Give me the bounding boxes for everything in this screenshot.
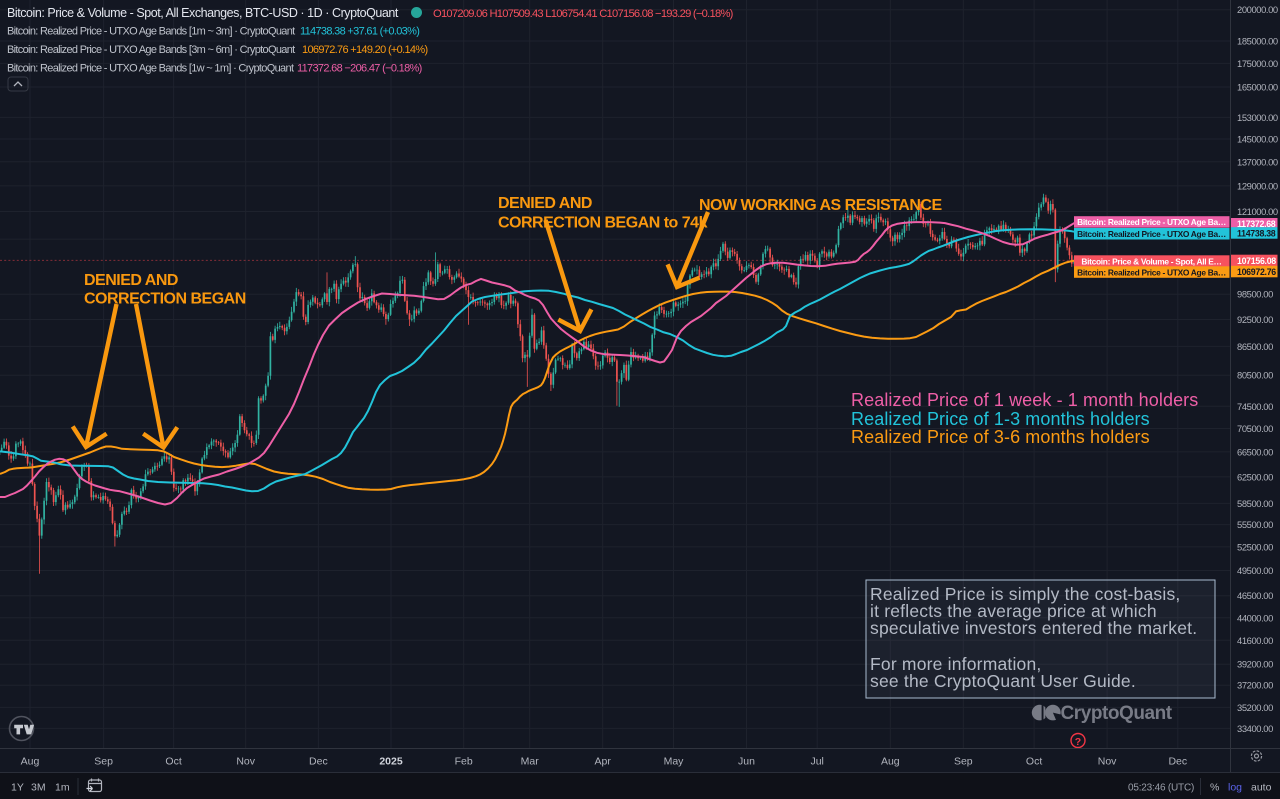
svg-text:Sep: Sep xyxy=(94,756,113,768)
svg-text:Oct: Oct xyxy=(1026,756,1042,768)
svg-text:CORRECTION BEGAN: CORRECTION BEGAN xyxy=(84,291,246,308)
svg-text:Bitcoin: Realized Price - UTXO: Bitcoin: Realized Price - UTXO Age Bands… xyxy=(7,63,294,75)
svg-text:Realized Price of 1-3 months h: Realized Price of 1-3 months holders xyxy=(851,409,1150,429)
svg-text:Realized Price of 1 week - 1 m: Realized Price of 1 week - 1 month holde… xyxy=(851,390,1198,410)
svg-text:3M: 3M xyxy=(31,782,46,794)
svg-text:Bitcoin: Price & Volume - Spot: Bitcoin: Price & Volume - Spot, All Exch… xyxy=(7,6,399,20)
svg-text:86500.00: 86500.00 xyxy=(1237,341,1273,352)
svg-text:137000.00: 137000.00 xyxy=(1237,156,1278,167)
svg-text:92500.00: 92500.00 xyxy=(1237,314,1273,325)
svg-text:58500.00: 58500.00 xyxy=(1237,498,1273,509)
svg-text:114738.38 +37.61 (+0.03%): 114738.38 +37.61 (+0.03%) xyxy=(300,26,419,38)
svg-text:153000.00: 153000.00 xyxy=(1237,112,1278,123)
svg-text:Feb: Feb xyxy=(455,756,473,768)
svg-text:129000.00: 129000.00 xyxy=(1237,180,1278,191)
svg-text:Dec: Dec xyxy=(309,756,328,768)
svg-text:70500.00: 70500.00 xyxy=(1237,423,1273,434)
svg-text:%: % xyxy=(1210,782,1219,794)
svg-text:114738.38: 114738.38 xyxy=(1237,228,1276,238)
svg-text:Bitcoin: Realized Price - UTXO: Bitcoin: Realized Price - UTXO Age Bands… xyxy=(7,44,295,56)
svg-text:Realized Price of 3-6 months h: Realized Price of 3-6 months holders xyxy=(851,427,1150,447)
svg-text:Bitcoin: Realized Price - UTXO: Bitcoin: Realized Price - UTXO Age Ba… xyxy=(1077,217,1226,227)
svg-text:see the CryptoQuant User Guide: see the CryptoQuant User Guide. xyxy=(870,671,1136,691)
svg-text:107156.08: 107156.08 xyxy=(1237,256,1276,266)
svg-text:CryptoQuant: CryptoQuant xyxy=(1061,703,1173,724)
svg-text:auto: auto xyxy=(1251,782,1272,794)
svg-text:80500.00: 80500.00 xyxy=(1237,370,1273,381)
svg-text:Nov: Nov xyxy=(236,756,255,768)
svg-text:Bitcoin: Realized Price - UTXO: Bitcoin: Realized Price - UTXO Age Ba… xyxy=(1077,267,1226,277)
svg-text:Nov: Nov xyxy=(1098,756,1117,768)
svg-text:49500.00: 49500.00 xyxy=(1237,565,1273,576)
svg-text:Oct: Oct xyxy=(165,756,181,768)
svg-text:117372.68 −206.47 (−0.18%): 117372.68 −206.47 (−0.18%) xyxy=(297,63,422,75)
svg-text:44000.00: 44000.00 xyxy=(1237,612,1273,623)
svg-text:NOW WORKING AS RESISTANCE: NOW WORKING AS RESISTANCE xyxy=(699,197,942,214)
svg-text:145000.00: 145000.00 xyxy=(1237,134,1278,145)
svg-text:May: May xyxy=(664,756,685,768)
svg-text:Bitcoin: Realized Price - UTXO: Bitcoin: Realized Price - UTXO Age Ba… xyxy=(1077,229,1226,239)
svg-text:Sep: Sep xyxy=(954,756,973,768)
svg-text:200000.00: 200000.00 xyxy=(1237,4,1278,15)
svg-text:165000.00: 165000.00 xyxy=(1237,82,1278,93)
svg-text:35200.00: 35200.00 xyxy=(1237,702,1273,713)
svg-text:1m: 1m xyxy=(55,782,70,794)
svg-text:33400.00: 33400.00 xyxy=(1237,723,1273,734)
svg-text:O107209.06 H107509.43 L106754.: O107209.06 H107509.43 L106754.41 C107156… xyxy=(433,8,734,20)
svg-text:55500.00: 55500.00 xyxy=(1237,519,1273,530)
svg-text:DENIED AND: DENIED AND xyxy=(84,272,178,289)
svg-text:41600.00: 41600.00 xyxy=(1237,635,1273,646)
svg-text:log: log xyxy=(1228,782,1242,794)
svg-text:52500.00: 52500.00 xyxy=(1237,541,1273,552)
svg-text:Dec: Dec xyxy=(1168,756,1187,768)
svg-text:it reflects the average price: it reflects the average price at which xyxy=(870,601,1157,621)
svg-text:39200.00: 39200.00 xyxy=(1237,659,1273,670)
svg-text:185000.00: 185000.00 xyxy=(1237,36,1278,47)
svg-text:175000.00: 175000.00 xyxy=(1237,58,1278,69)
svg-text:For more information,: For more information, xyxy=(870,654,1041,674)
svg-text:2025: 2025 xyxy=(379,756,403,768)
svg-text:CORRECTION BEGAN to 74k: CORRECTION BEGAN to 74k xyxy=(498,215,708,232)
svg-text:46500.00: 46500.00 xyxy=(1237,590,1273,601)
svg-text:05:23:46 (UTC): 05:23:46 (UTC) xyxy=(1128,783,1194,794)
svg-text:117372.68: 117372.68 xyxy=(1237,219,1276,229)
svg-text:Bitcoin: Price & Volume - Spot: Bitcoin: Price & Volume - Spot, All E… xyxy=(1081,256,1221,266)
svg-text:Bitcoin: Realized Price - UTXO: Bitcoin: Realized Price - UTXO Age Bands… xyxy=(7,26,295,38)
svg-text:1Y: 1Y xyxy=(11,782,24,794)
svg-text:speculative investors entered: speculative investors entered the market… xyxy=(870,618,1197,638)
svg-text:Jul: Jul xyxy=(810,756,823,768)
svg-text:Aug: Aug xyxy=(21,756,40,768)
svg-text:106972.76: 106972.76 xyxy=(1237,267,1276,277)
svg-text:106972.76 +149.20 (+0.14%): 106972.76 +149.20 (+0.14%) xyxy=(302,44,427,56)
svg-text:37200.00: 37200.00 xyxy=(1237,680,1273,691)
svg-text:62500.00: 62500.00 xyxy=(1237,471,1273,482)
svg-text:74500.00: 74500.00 xyxy=(1237,401,1273,412)
svg-text:DENIED AND: DENIED AND xyxy=(498,195,592,212)
svg-text:66500.00: 66500.00 xyxy=(1237,446,1273,457)
svg-text:Aug: Aug xyxy=(881,756,900,768)
svg-text:Mar: Mar xyxy=(521,756,540,768)
svg-text:Apr: Apr xyxy=(595,756,612,768)
svg-text:Jun: Jun xyxy=(738,756,755,768)
svg-text:?: ? xyxy=(1075,736,1081,748)
svg-text:98500.00: 98500.00 xyxy=(1237,289,1273,300)
svg-text:Realized Price is simply the c: Realized Price is simply the cost-basis, xyxy=(870,584,1180,604)
svg-text:121000.00: 121000.00 xyxy=(1237,206,1278,217)
